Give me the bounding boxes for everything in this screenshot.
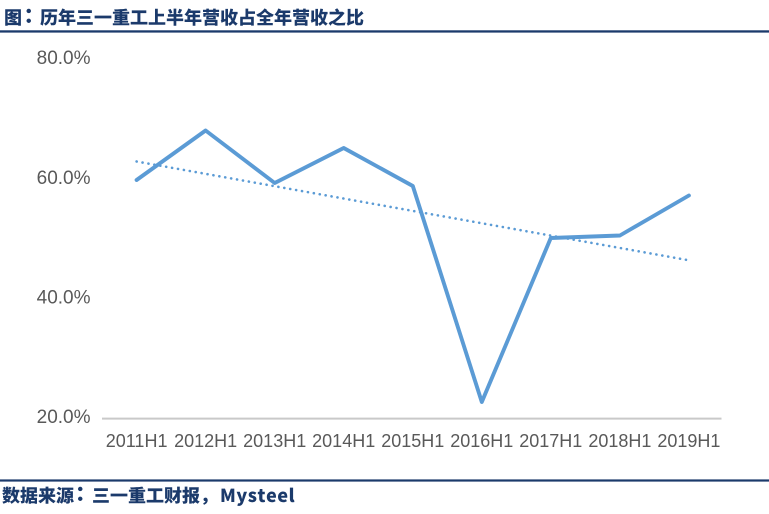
svg-text:2015H1: 2015H1	[381, 431, 444, 451]
svg-text:40.0%: 40.0%	[37, 288, 91, 309]
svg-text:2017H1: 2017H1	[519, 431, 582, 451]
svg-text:60.0%: 60.0%	[37, 168, 91, 189]
svg-text:2016H1: 2016H1	[450, 431, 513, 451]
svg-text:2013H1: 2013H1	[243, 431, 306, 451]
svg-text:20.0%: 20.0%	[37, 407, 91, 428]
svg-text:2019H1: 2019H1	[657, 431, 720, 451]
svg-text:2012H1: 2012H1	[174, 431, 237, 451]
svg-text:2011H1: 2011H1	[106, 431, 168, 451]
svg-text:2014H1: 2014H1	[312, 431, 375, 451]
svg-text:2018H1: 2018H1	[588, 431, 651, 451]
svg-text:80.0%: 80.0%	[37, 48, 91, 69]
